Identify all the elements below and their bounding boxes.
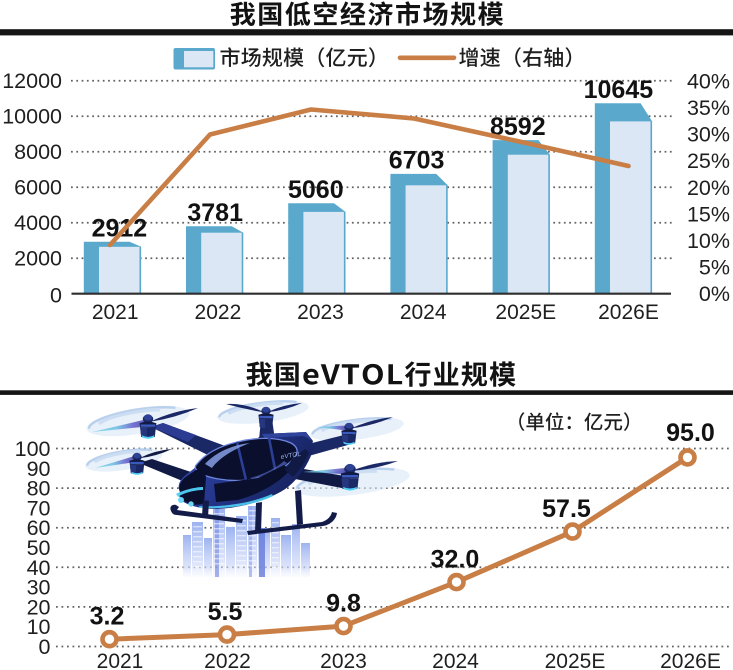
svg-text:8000: 8000	[14, 140, 62, 164]
svg-text:2023: 2023	[297, 301, 344, 324]
svg-text:20: 20	[27, 595, 51, 619]
svg-text:35%: 35%	[687, 96, 730, 120]
svg-text:2025E: 2025E	[495, 301, 556, 324]
svg-text:15%: 15%	[687, 202, 730, 226]
svg-text:10%: 10%	[687, 229, 730, 253]
svg-text:30%: 30%	[687, 123, 730, 147]
svg-text:95.0: 95.0	[666, 419, 715, 447]
svg-text:60: 60	[27, 516, 51, 540]
svg-text:0: 0	[50, 283, 62, 307]
svg-text:70: 70	[27, 496, 51, 520]
svg-text:40: 40	[27, 556, 51, 580]
svg-text:2022: 2022	[195, 301, 242, 324]
svg-text:50: 50	[27, 536, 51, 560]
svg-text:5060: 5060	[288, 176, 344, 204]
svg-text:10000: 10000	[2, 105, 62, 129]
svg-text:2021: 2021	[92, 301, 139, 324]
svg-text:4000: 4000	[14, 211, 62, 235]
svg-text:2022: 2022	[204, 650, 251, 670]
svg-text:2000: 2000	[14, 247, 62, 271]
svg-text:10: 10	[27, 615, 51, 639]
svg-text:2026E: 2026E	[598, 301, 659, 324]
svg-text:5%: 5%	[699, 256, 730, 280]
svg-text:80: 80	[27, 477, 51, 501]
svg-text:12000: 12000	[2, 69, 62, 93]
svg-text:eVTOL: eVTOL	[280, 451, 302, 461]
svg-text:2023: 2023	[320, 650, 367, 670]
svg-text:57.5: 57.5	[542, 495, 591, 523]
svg-text:30: 30	[27, 576, 51, 600]
svg-text:6703: 6703	[389, 147, 445, 175]
svg-text:3781: 3781	[187, 199, 243, 227]
svg-text:2021: 2021	[97, 650, 144, 670]
svg-text:2024: 2024	[432, 650, 479, 670]
svg-text:20%: 20%	[687, 176, 730, 200]
svg-text:5.5: 5.5	[208, 598, 243, 626]
svg-text:90: 90	[27, 457, 51, 481]
svg-text:2024: 2024	[400, 301, 447, 324]
svg-text:9.8: 9.8	[326, 590, 361, 618]
svg-text:0: 0	[39, 635, 51, 659]
svg-text:32.0: 32.0	[431, 546, 480, 574]
svg-text:0%: 0%	[699, 282, 730, 306]
svg-text:10645: 10645	[584, 76, 654, 104]
svg-text:40%: 40%	[687, 69, 730, 93]
svg-text:2026E: 2026E	[660, 650, 721, 670]
svg-text:6000: 6000	[14, 176, 62, 200]
svg-text:100: 100	[15, 437, 51, 461]
svg-text:25%: 25%	[687, 149, 730, 173]
svg-text:2912: 2912	[92, 215, 148, 243]
svg-text:2025E: 2025E	[545, 650, 606, 670]
svg-text:3.2: 3.2	[90, 603, 125, 631]
